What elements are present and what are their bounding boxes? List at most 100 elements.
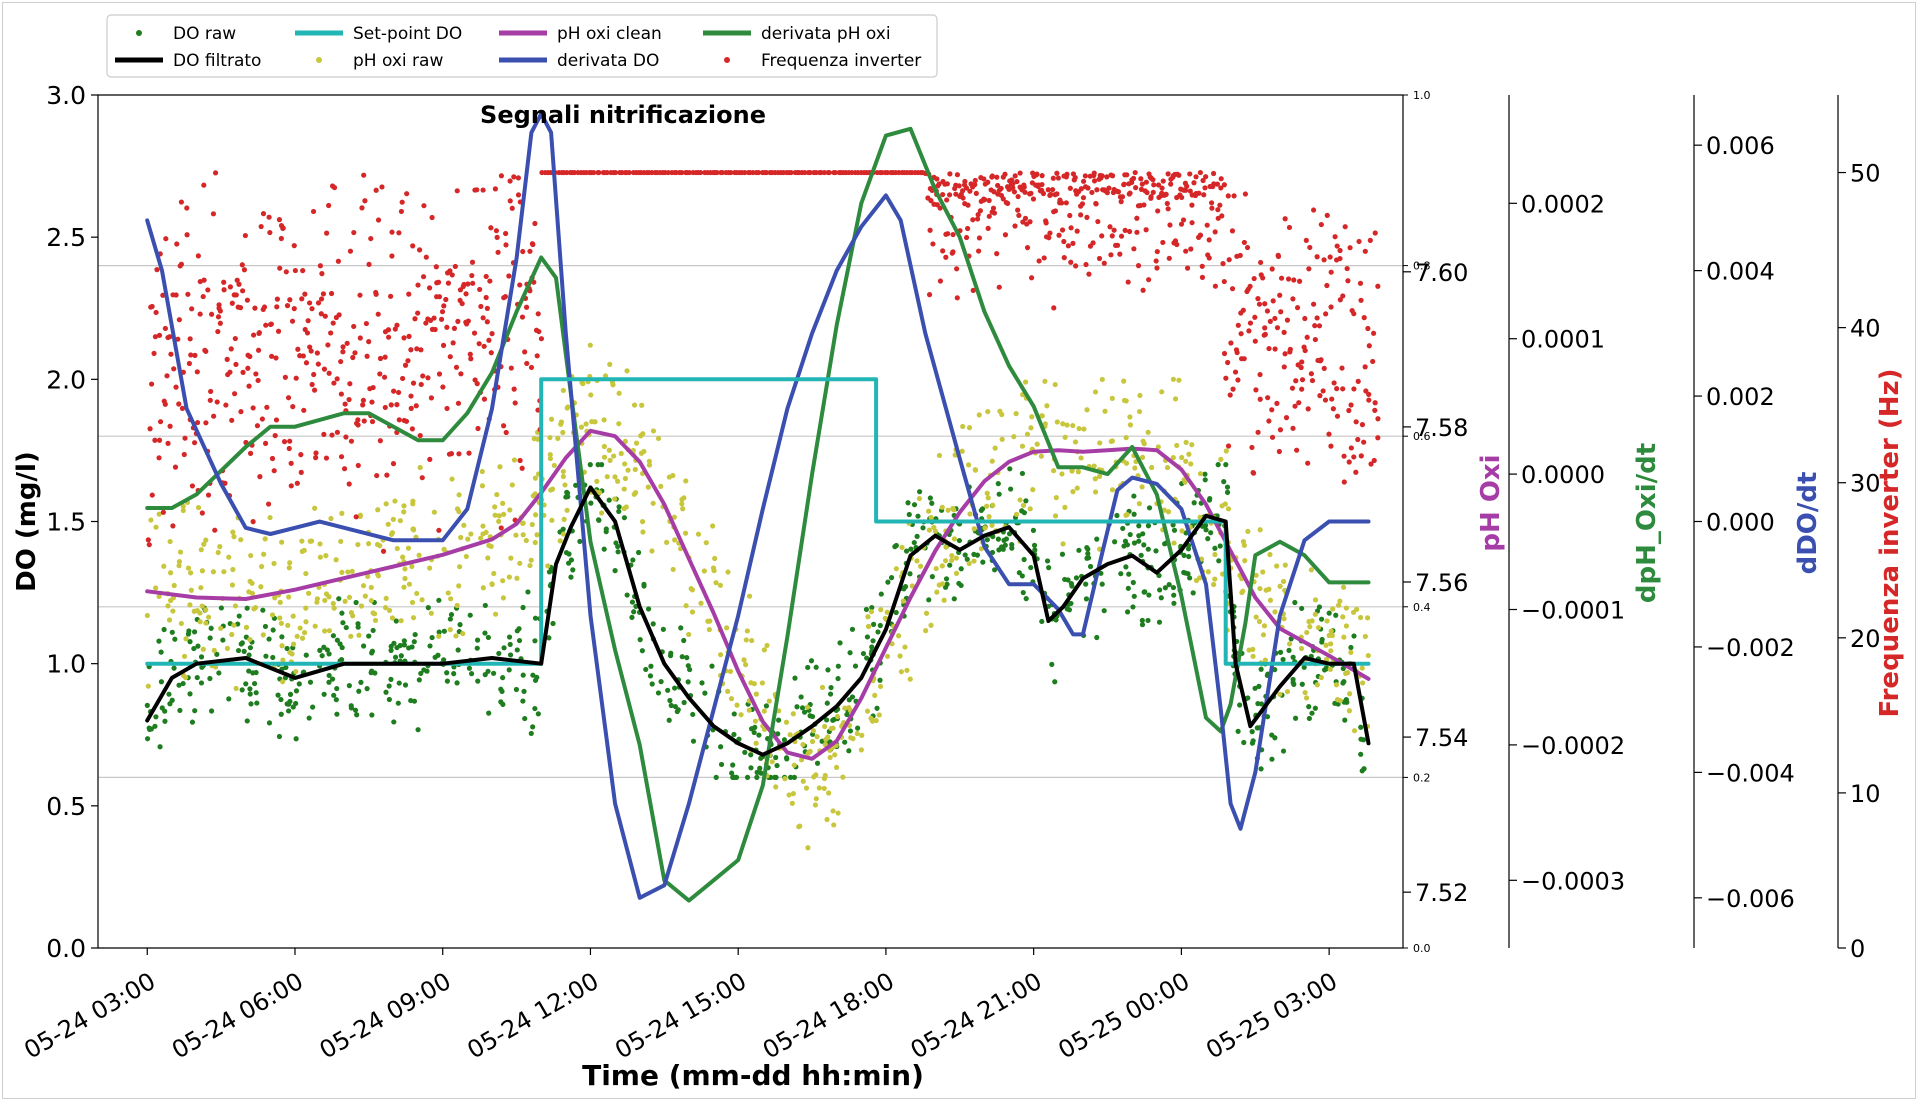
ph-raw-point: [625, 467, 631, 473]
frequency-point: [483, 294, 489, 301]
frequency-point: [334, 429, 340, 435]
ph-raw-point: [859, 732, 865, 738]
frequency-point: [1247, 320, 1254, 326]
do-raw-point: [1292, 715, 1299, 721]
ph-raw-point: [766, 698, 772, 704]
y-tick-label: 1.0: [46, 650, 86, 679]
frequency-point: [388, 402, 394, 408]
do-raw-point: [1171, 600, 1177, 606]
ph-raw-point: [701, 568, 707, 574]
frequency-point: [1366, 343, 1372, 349]
frequency-point: [237, 305, 244, 311]
frequency-point: [436, 371, 443, 377]
do-raw-point: [601, 546, 607, 552]
frequency-point: [1041, 255, 1047, 261]
ph-raw-point: [394, 545, 400, 552]
do-raw-point: [629, 599, 636, 605]
frequency-point: [1329, 396, 1335, 402]
frequency-point: [1039, 173, 1045, 179]
frequency-point: [408, 347, 414, 353]
do-raw-point: [1187, 575, 1193, 581]
frequency-point: [292, 267, 298, 274]
frequency-point: [384, 472, 390, 478]
do-raw-point: [1299, 605, 1305, 612]
ph-raw-point: [943, 544, 949, 550]
do-raw-point: [1084, 555, 1090, 561]
ph-raw-point: [1365, 615, 1371, 621]
frequency-point: [1375, 435, 1381, 441]
ph-raw-point: [218, 625, 224, 631]
frequency-point: [1196, 190, 1202, 196]
do-raw-point: [893, 609, 899, 616]
ph-raw-point: [1070, 422, 1076, 429]
ph-raw-point: [618, 450, 624, 457]
ph-raw-point: [1127, 414, 1133, 420]
ph-raw-point: [1362, 633, 1368, 640]
ph-raw-point: [904, 667, 910, 673]
do-raw-point: [1245, 695, 1251, 701]
do-raw-point: [444, 678, 450, 684]
do-filtrato-line: [145, 485, 1371, 757]
frequency-point: [361, 172, 367, 178]
ph-raw-point: [1183, 458, 1189, 464]
dph-tick-label: 0.0000: [1521, 461, 1605, 489]
frequency-point: [1262, 331, 1268, 338]
ph-raw-point: [1052, 513, 1059, 519]
frequency-point: [1262, 325, 1268, 331]
do-raw-point: [195, 643, 201, 649]
ph-raw-point: [638, 450, 645, 456]
y-tick-label: 2.0: [46, 365, 86, 394]
frequency-point: [1090, 240, 1096, 246]
do-raw-point: [448, 611, 455, 618]
ph-raw-point: [939, 563, 945, 569]
frequency-point: [484, 319, 490, 325]
ph-raw-point: [547, 455, 553, 462]
frequency-point: [326, 202, 332, 209]
ph-raw-point: [612, 474, 618, 480]
ph-raw-point: [312, 623, 318, 629]
frequency-point: [1107, 224, 1113, 230]
ph-raw-point: [517, 560, 523, 566]
frequency-point: [1104, 174, 1110, 180]
frequency-point: [274, 304, 280, 310]
ph-raw-point: [286, 565, 292, 571]
ph-raw-point: [463, 553, 469, 560]
frequency-point: [259, 416, 265, 422]
frequency-point: [308, 348, 314, 354]
do-raw-point: [1019, 470, 1026, 477]
do-raw-point: [290, 704, 296, 710]
ph-raw-point: [985, 495, 991, 501]
ph-raw-point: [753, 691, 759, 697]
do-raw-point: [681, 637, 687, 644]
frequency-point: [1331, 380, 1337, 386]
ph-raw-point: [1189, 442, 1195, 448]
do-raw-point: [665, 687, 671, 693]
do-raw-point: [144, 736, 151, 742]
frequency-point: [1002, 232, 1009, 238]
ph-raw-point: [511, 457, 518, 463]
ph-raw-point: [165, 603, 171, 609]
do-raw-point: [847, 650, 853, 656]
do-raw-point: [307, 679, 314, 685]
do-raw-point: [996, 547, 1002, 553]
ph-raw-point: [1060, 421, 1066, 427]
frequency-point: [246, 383, 252, 389]
do-raw-point: [1127, 531, 1133, 538]
y-tick-label: 3.0: [46, 81, 86, 110]
frequency-point: [1150, 189, 1156, 195]
do-raw-point: [355, 621, 361, 627]
ph-raw-point: [491, 570, 497, 577]
freq-tick-label: 50: [1850, 160, 1881, 188]
do-raw-point: [1099, 581, 1105, 587]
frequency-point: [1118, 233, 1125, 239]
frequency-point: [679, 169, 685, 176]
do-raw-point: [1138, 552, 1144, 558]
ph-raw-point: [1165, 509, 1172, 515]
do-raw-point: [1280, 748, 1287, 754]
frequency-point: [278, 235, 284, 242]
frequency-point: [1015, 193, 1021, 200]
ph-raw-point: [822, 723, 828, 730]
do-raw-point: [1341, 679, 1347, 685]
frequency-point: [469, 259, 476, 265]
ph-raw-point: [1078, 455, 1084, 461]
